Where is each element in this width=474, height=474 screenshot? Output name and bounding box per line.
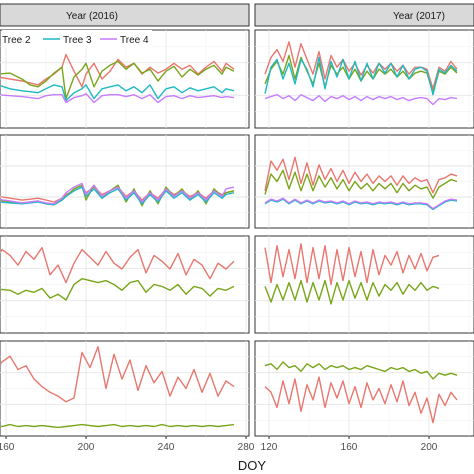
legend-label-tree-2: Tree 2: [2, 35, 31, 46]
series-line-tree-1: [264, 376, 458, 424]
legend-background: [2, 30, 152, 48]
panel-r4-c1: [0, 340, 250, 437]
series-group-r2-c2: [264, 156, 458, 211]
series-line-tree-1: [1, 246, 235, 284]
series-line-tree-4: [264, 197, 458, 210]
series-group-r3-c1: [1, 246, 235, 301]
x-tick-label: 160: [0, 442, 15, 453]
series-line-tree-2: [1, 60, 235, 100]
strip-label-2017: Year (2017): [393, 11, 445, 22]
series-line-tree-3: [1, 186, 235, 206]
x-tick-label: 120: [261, 442, 278, 453]
x-tick-label: 200: [78, 442, 95, 453]
series-line-tree-2: [1, 278, 235, 301]
panels: [0, 29, 474, 437]
x-tick-labels: 160 200 240 280 120 160 200: [0, 436, 438, 453]
series-group-r4-c2: [264, 361, 458, 424]
panel-r4-c2: [254, 340, 474, 437]
x-tick-label: 200: [421, 442, 438, 453]
series-line-tree-2: [264, 361, 458, 380]
series-line-tree-1: [264, 41, 458, 90]
x-axis-title: DOY: [238, 458, 267, 473]
series-line-tree-4: [1, 92, 235, 104]
series-line-tree-4: [264, 93, 458, 106]
panel-r2-c1: [0, 134, 250, 229]
series-group-r2-c1: [1, 182, 235, 207]
series-line-tree-2: [264, 169, 458, 199]
series-group-r3-c2: [264, 243, 440, 305]
series-group-r1-c2: [264, 41, 458, 106]
series-line-tree-4: [1, 182, 235, 205]
legend-label-tree-3: Tree 3: [63, 35, 92, 46]
x-tick-label: 280: [238, 442, 255, 453]
series-line-tree-1: [1, 53, 235, 88]
series-line-tree-3: [264, 198, 458, 211]
series-line-tree-1: [264, 156, 458, 194]
legend: Tree 2 Tree 3 Tree 4: [2, 30, 152, 48]
series-group-r1-c1: [1, 53, 235, 104]
panel-r2-c2: [254, 134, 474, 229]
series-line-tree-2: [1, 423, 235, 429]
series-line-tree-3: [264, 56, 458, 96]
x-tick-label: 160: [341, 442, 358, 453]
series-group-r4-c1: [1, 346, 235, 429]
series-line-tree-2: [264, 279, 440, 305]
series-line-tree-3: [1, 84, 235, 102]
strip-2016: Year (2016): [0, 3, 250, 27]
panel-r3-c2: [254, 235, 474, 334]
series-line-tree-1: [264, 243, 440, 286]
panel-r3-c1: [0, 235, 250, 334]
strip-2017: Year (2017): [254, 3, 474, 27]
series-line-tree-1: [1, 346, 235, 403]
strip-label-2016: Year (2016): [66, 11, 118, 22]
x-tick-label: 240: [158, 442, 175, 453]
legend-label-tree-4: Tree 4: [120, 35, 149, 46]
